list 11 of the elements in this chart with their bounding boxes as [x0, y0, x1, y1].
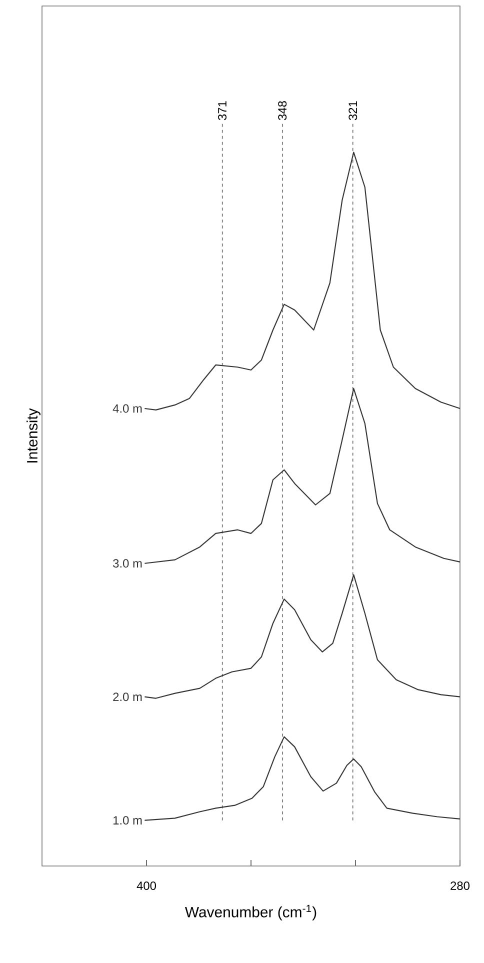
ref-line-label: 348	[278, 101, 287, 120]
series-label: 1.0 m	[113, 816, 142, 825]
ref-line-label: 321	[348, 101, 358, 120]
y-axis-title: Intensity	[26, 408, 40, 462]
x-tick-label: 400	[136, 882, 156, 890]
series-label: 2.0 m	[113, 692, 142, 702]
series-label: 4.0 m	[112, 404, 142, 413]
ref-line-label: 371	[218, 101, 226, 120]
x-tick-label: 280	[450, 882, 470, 890]
series-label: 3.0 m	[113, 559, 142, 568]
x-axis-title: Wavenumber (cm$^{-1}$)	[184, 904, 316, 920]
